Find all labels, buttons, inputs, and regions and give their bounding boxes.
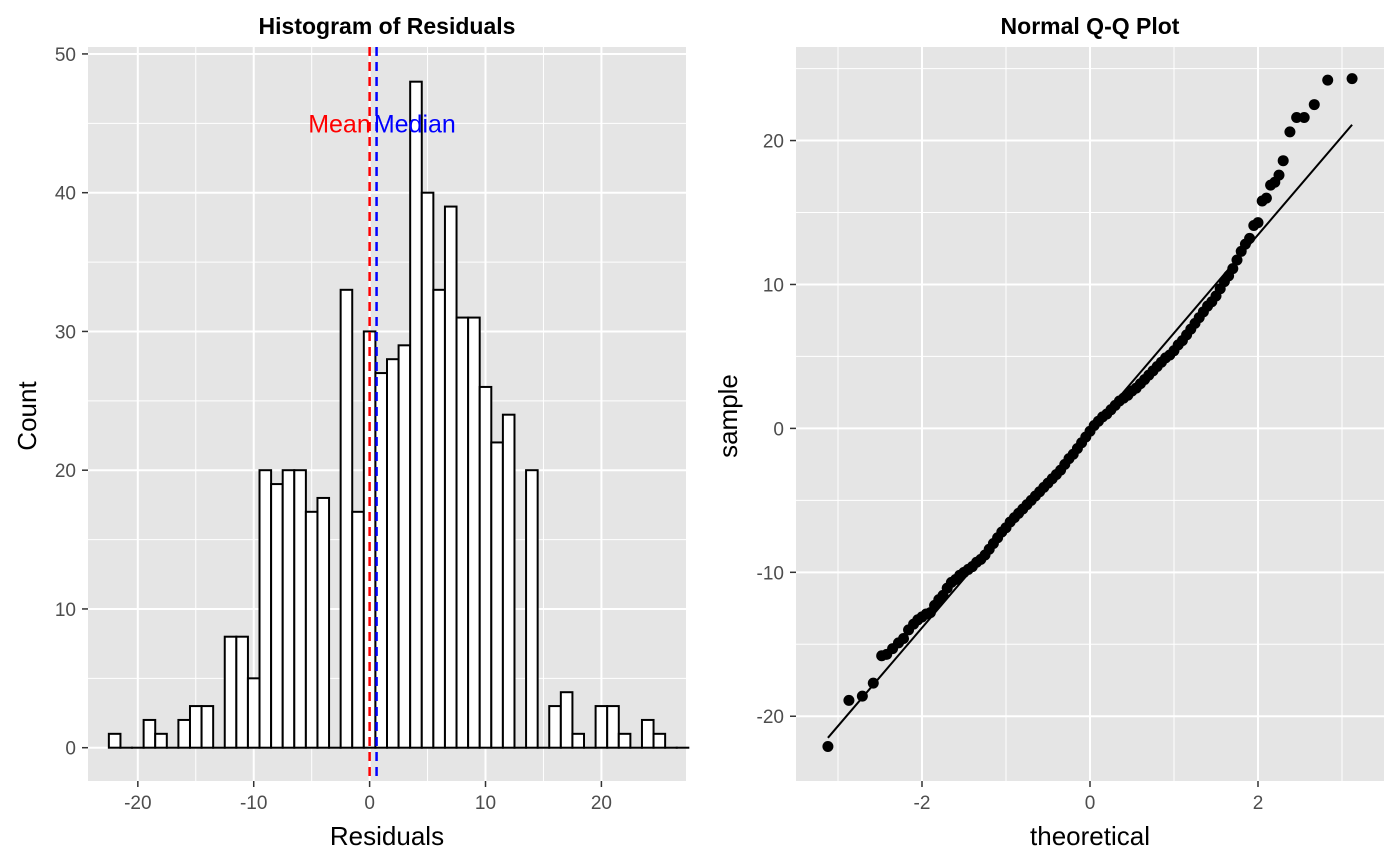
qq-point	[1231, 254, 1243, 266]
qq-title: Normal Q-Q Plot	[1001, 13, 1180, 39]
histogram-bar	[443, 205, 458, 749]
x-tick-label: 10	[475, 793, 496, 814]
qq-point	[1298, 112, 1310, 124]
histogram-bar	[594, 705, 609, 749]
qq-point	[1284, 126, 1296, 138]
histogram-bar	[420, 191, 435, 749]
x-tick-label: -2	[914, 793, 931, 814]
histogram-bar	[270, 483, 284, 749]
histogram-bar	[606, 705, 620, 749]
qq-point	[1308, 99, 1320, 111]
qq-point	[867, 677, 879, 689]
histogram-bar	[525, 469, 539, 749]
qq-y-axis-label: sample	[713, 374, 743, 458]
qq-point	[1252, 217, 1264, 229]
histogram-bar	[107, 732, 122, 749]
histogram-bar	[559, 691, 574, 749]
histogram-bar	[501, 413, 516, 749]
histogram-title: Histogram of Residuals	[259, 13, 516, 39]
histogram-bar	[409, 80, 423, 749]
histogram-bar	[142, 718, 157, 749]
histogram-x-axis-label: Residuals	[330, 821, 444, 851]
histogram-bar	[177, 718, 191, 749]
x-tick-label: 0	[1085, 793, 1096, 814]
histogram-bar	[258, 469, 273, 749]
y-tick-label: 50	[55, 45, 76, 66]
x-tick-label: -20	[124, 793, 151, 814]
qq-gridlines	[796, 47, 1384, 781]
histogram-bar	[293, 469, 307, 749]
histogram-bar	[316, 496, 331, 749]
histogram-bar	[200, 705, 215, 749]
y-tick-label: -10	[757, 563, 784, 584]
qq-point	[1244, 232, 1256, 244]
qq-point	[1277, 155, 1289, 167]
histogram-bar	[397, 344, 412, 749]
histogram-bar	[235, 635, 249, 749]
histogram-bar	[652, 732, 667, 749]
qq-point	[1322, 74, 1334, 86]
y-tick-label: 0	[65, 739, 76, 760]
qq-point	[843, 694, 855, 706]
mean-annotation: Mean	[308, 110, 371, 138]
median-annotation: Median	[374, 110, 456, 138]
qq-point	[1260, 192, 1272, 204]
histogram-bar	[304, 510, 319, 749]
histogram-bar	[386, 358, 400, 749]
qq-point	[822, 740, 834, 752]
histogram-bar	[281, 469, 296, 749]
histogram-annotations: Mean Median	[308, 110, 456, 138]
y-tick-label: 10	[55, 600, 76, 621]
histogram-bar	[617, 732, 632, 749]
histogram-bar	[351, 510, 365, 749]
histogram-reference-lines	[368, 47, 378, 781]
histogram-ticks: -20 -10 0 10 20 0 10 20 30 40 50	[55, 45, 612, 814]
histogram-bar	[640, 718, 655, 749]
x-tick-label: -10	[240, 793, 267, 814]
qq-points	[822, 73, 1358, 752]
histogram-bar	[246, 677, 261, 749]
qq-point	[1346, 73, 1358, 85]
qq-point	[856, 690, 868, 702]
qq-x-axis-label: theoretical	[1030, 821, 1150, 851]
y-tick-label: 40	[55, 184, 76, 205]
histogram-bar	[154, 732, 168, 749]
y-tick-label: 20	[55, 461, 76, 482]
histogram-bar	[339, 288, 354, 749]
qq-point	[898, 633, 910, 645]
qq-point	[1227, 263, 1239, 275]
histogram-bar	[548, 705, 562, 749]
histogram-bar	[188, 705, 203, 749]
histogram-bar	[223, 635, 238, 749]
qq-point	[1273, 169, 1285, 181]
y-tick-label: 30	[55, 322, 76, 343]
x-tick-label: 20	[591, 793, 612, 814]
histogram-y-axis-label: Count	[12, 381, 42, 451]
x-tick-label: 0	[364, 793, 375, 814]
qq-point	[1291, 112, 1303, 124]
x-tick-label: 2	[1253, 793, 1264, 814]
histogram-bar	[455, 316, 470, 749]
histogram-bar	[432, 288, 446, 749]
y-tick-label: -20	[757, 707, 784, 728]
histogram-bar	[478, 385, 493, 749]
histogram-bars	[107, 80, 690, 749]
histogram-bar	[490, 441, 504, 749]
histogram-bar	[571, 732, 586, 749]
y-tick-label: 20	[763, 132, 784, 153]
histogram-panel: Mean Median -20 -10 0 10 20 0 10 20 30 40 50 Histog…	[12, 13, 690, 851]
histogram-bar	[467, 316, 481, 749]
y-tick-label: 10	[763, 275, 784, 296]
y-tick-label: 0	[773, 419, 784, 440]
